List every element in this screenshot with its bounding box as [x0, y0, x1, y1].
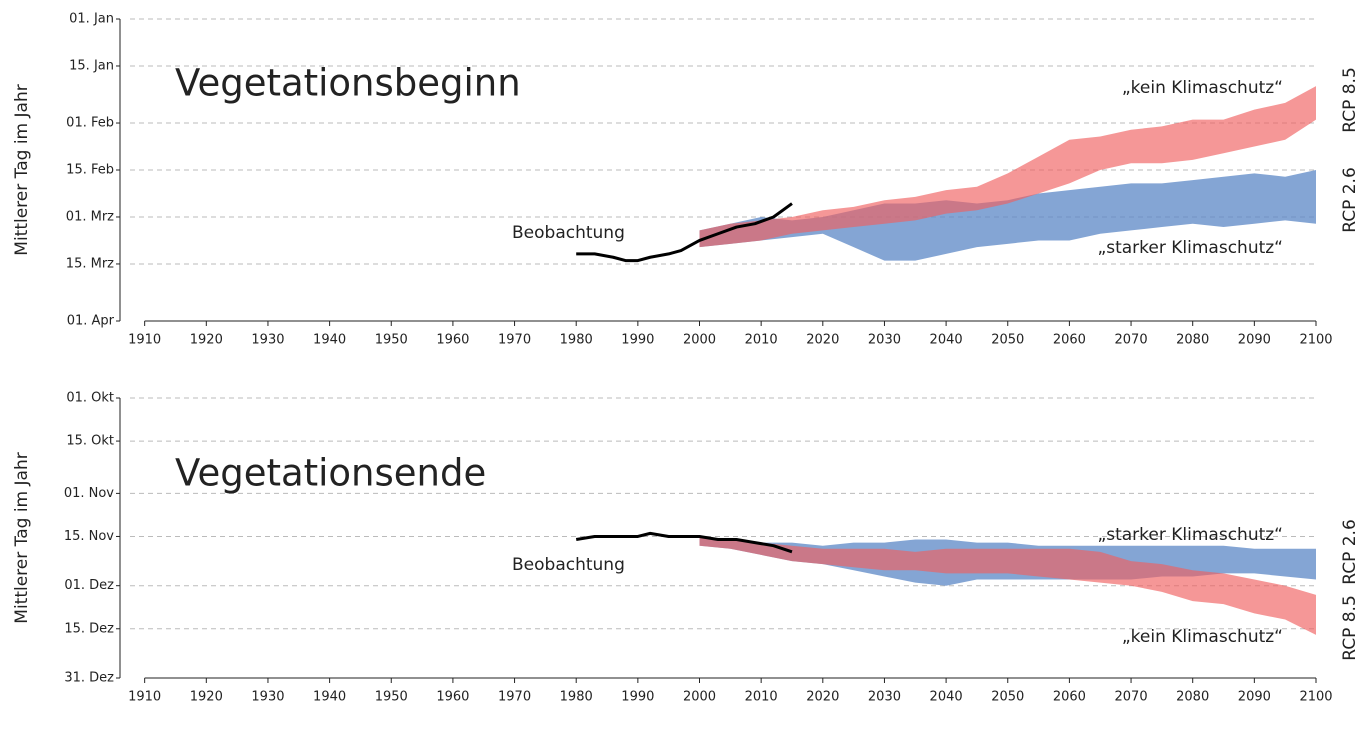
x-tick-label: 2050 — [991, 690, 1024, 705]
band-label: „starker Klimaschutz“ — [1097, 525, 1283, 545]
x-tick-label: 2080 — [1176, 333, 1209, 348]
panel-title: Vegetationsende — [175, 452, 486, 495]
x-tick-label: 1910 — [128, 333, 161, 348]
x-tick-label: 2010 — [745, 333, 778, 348]
y-tick-label: 01. Apr — [67, 314, 115, 329]
x-tick-label: 2050 — [991, 333, 1024, 348]
panel-title: Vegetationsbeginn — [175, 62, 521, 105]
x-tick-label: 1980 — [560, 690, 593, 705]
x-tick-label: 1970 — [498, 690, 531, 705]
annotation: Beobachtung — [512, 223, 625, 243]
y-tick-label: 01. Nov — [64, 486, 114, 501]
y-tick-label: 15. Okt — [66, 434, 114, 449]
observation-line — [575, 531, 793, 554]
x-tick-label: 1940 — [313, 690, 346, 705]
y-axis-label: Mittlerer Tag im Jahr — [12, 452, 32, 623]
x-tick-label: 2060 — [1053, 690, 1086, 705]
y-tick-label: 15. Nov — [64, 529, 114, 544]
x-tick-label: 1970 — [498, 333, 531, 348]
x-tick-label: 1910 — [128, 690, 161, 705]
range-band — [699, 536, 1316, 635]
legend-label: RCP 2.6 — [1340, 519, 1360, 585]
range-band — [699, 86, 1316, 248]
x-tick-label: 1950 — [375, 690, 408, 705]
x-tick-label: 1930 — [251, 333, 284, 348]
x-tick-label: 1960 — [436, 333, 469, 348]
y-tick-label: 15. Mrz — [66, 256, 114, 271]
legend-label: RCP 8.5 — [1340, 595, 1360, 661]
y-tick-label: 15. Feb — [66, 163, 114, 178]
observation-line — [576, 202, 793, 263]
x-tick-label: 1990 — [621, 690, 654, 705]
band-label: „kein Klimaschutz“ — [1122, 627, 1283, 647]
y-tick-label: 01. Okt — [66, 391, 114, 406]
x-tick-label: 2040 — [930, 333, 963, 348]
x-tick-label: 1950 — [375, 333, 408, 348]
band-label: „kein Klimaschutz“ — [1122, 78, 1283, 98]
x-tick-label: 1990 — [621, 333, 654, 348]
x-tick-label: 2020 — [806, 333, 839, 348]
x-tick-label: 2000 — [683, 333, 716, 348]
x-tick-label: 1920 — [190, 690, 223, 705]
x-tick-label: 2000 — [683, 690, 716, 705]
range-band — [699, 170, 1316, 261]
x-tick-label: 2100 — [1299, 333, 1332, 348]
x-tick-label: 1980 — [560, 333, 593, 348]
y-tick-label: 31. Dez — [64, 671, 114, 686]
x-tick-label: 2090 — [1238, 690, 1271, 705]
x-tick-label: 1940 — [313, 333, 346, 348]
x-tick-label: 1930 — [251, 690, 284, 705]
x-tick-label: 2060 — [1053, 333, 1086, 348]
x-tick-label: 2040 — [930, 690, 963, 705]
x-tick-label: 2090 — [1238, 333, 1271, 348]
annotation: Beobachtung — [512, 555, 625, 575]
y-axis-label: Mittlerer Tag im Jahr — [12, 84, 32, 255]
y-tick-label: 15. Dez — [64, 621, 114, 636]
legend-label: RCP 2.6 — [1340, 167, 1360, 233]
x-tick-label: 2030 — [868, 690, 901, 705]
x-tick-label: 1960 — [436, 690, 469, 705]
y-tick-label: 15. Jan — [69, 58, 114, 73]
legend-label: RCP 8.5 — [1340, 67, 1360, 133]
x-tick-label: 2070 — [1115, 333, 1148, 348]
y-tick-label: 01. Jan — [69, 12, 114, 27]
x-tick-label: 2070 — [1115, 690, 1148, 705]
x-tick-label: 1920 — [190, 333, 223, 348]
x-tick-label: 2080 — [1176, 690, 1209, 705]
x-tick-label: 2100 — [1299, 690, 1332, 705]
x-tick-label: 2020 — [806, 690, 839, 705]
y-tick-label: 01. Feb — [66, 116, 114, 131]
x-tick-label: 2030 — [868, 333, 901, 348]
x-tick-label: 2010 — [745, 690, 778, 705]
band-label: „starker Klimaschutz“ — [1097, 238, 1283, 258]
y-tick-label: 01. Mrz — [66, 209, 114, 224]
y-tick-label: 01. Dez — [64, 578, 114, 593]
